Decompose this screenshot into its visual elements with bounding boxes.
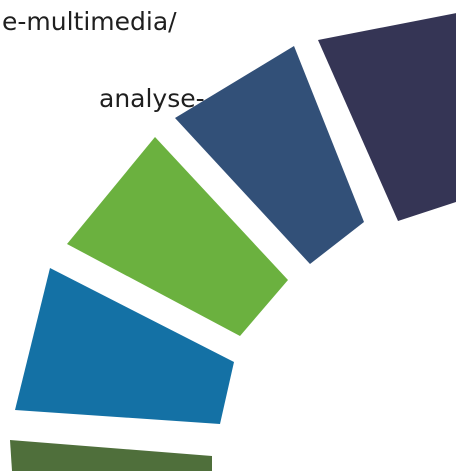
arc-segment-4: [15, 268, 234, 424]
text-line-1: e-multimedia/: [2, 7, 177, 36]
arc-segment-5: [10, 440, 212, 471]
arc-segment-1: [318, 13, 456, 221]
text-line-2: analyse-: [99, 84, 205, 113]
arc-segment-3: [67, 137, 288, 336]
arc-segment-2: [175, 46, 364, 264]
